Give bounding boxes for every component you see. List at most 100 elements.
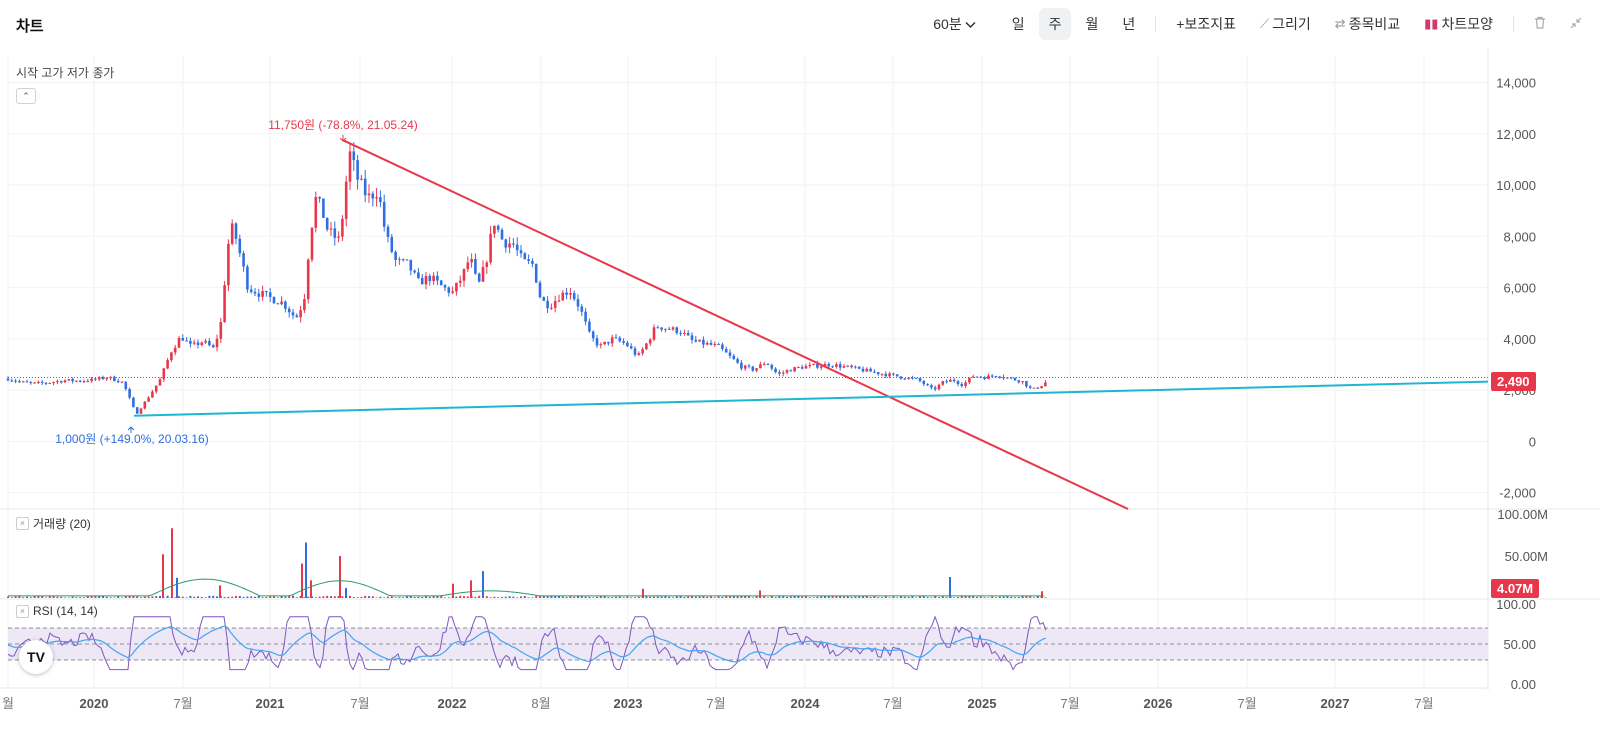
volume-bar [455, 596, 458, 598]
volume-bar [102, 595, 104, 598]
rsi-axis-label: 0.00 [1511, 677, 1536, 692]
time-axis-label: 2021 [256, 696, 285, 711]
candle-body [82, 381, 86, 383]
candle-body [709, 342, 713, 345]
volume-bar [983, 597, 986, 598]
compare-button[interactable]: ⇄ 종목비교 [1325, 8, 1410, 40]
volume-bar [178, 596, 180, 598]
volume-bar [136, 596, 139, 598]
close-icon[interactable]: × [16, 604, 29, 618]
volume-bar [873, 595, 876, 598]
candle-body [314, 197, 318, 228]
candle-body [546, 300, 549, 309]
candle-body [1013, 378, 1017, 381]
volume-bar [972, 596, 975, 598]
time-axis-label: 2020 [80, 696, 109, 711]
period-tab-week[interactable]: 주 [1038, 8, 1072, 40]
close-icon[interactable]: × [16, 517, 29, 530]
candle-body [941, 381, 945, 385]
candle-body [1028, 386, 1032, 388]
candle-body [447, 287, 451, 293]
volume-bar [421, 596, 424, 598]
volume-bar [767, 597, 769, 598]
candle-body [656, 327, 660, 329]
candle-body [306, 259, 310, 300]
volume-bar [672, 597, 674, 598]
candle-body [268, 292, 272, 298]
candle-body [504, 239, 508, 248]
candle-body [1002, 377, 1005, 379]
volume-bar [808, 597, 811, 598]
volume-bar [231, 596, 234, 598]
candle-body [158, 379, 162, 386]
period-tab-year[interactable]: 년 [1122, 16, 1136, 32]
candle-body [933, 387, 937, 390]
candle-body [899, 376, 903, 379]
candle-body [751, 366, 755, 371]
last-volume-badge: 4.07M [1491, 579, 1540, 598]
candle-body [732, 355, 736, 360]
candle-body [861, 368, 865, 372]
volume-bar [569, 596, 572, 598]
candle-body [614, 337, 618, 339]
ohlc-legend: 시작 고가 저가 종가 [16, 66, 115, 80]
candle-body [90, 378, 93, 382]
candle-body [717, 344, 720, 346]
volume-bar [159, 595, 161, 598]
volume-bar [546, 596, 549, 598]
time-axis-label: 2023 [614, 696, 643, 711]
volume-bar [390, 596, 393, 598]
volume-bar [128, 595, 131, 598]
volume-bar [919, 596, 921, 598]
period-tab-month[interactable]: 월 [1085, 16, 1099, 32]
volume-bar [664, 595, 667, 598]
volume-bar [865, 595, 868, 598]
candle-body [253, 291, 257, 294]
price-axis-label: 6,000 [1503, 281, 1536, 296]
volume-bar [573, 596, 576, 598]
draw-button[interactable]: ⟋ 그리기 [1250, 8, 1321, 40]
collapse-fullscreen-button[interactable] [1560, 11, 1592, 38]
time-axis-label: 7월 [1060, 696, 1079, 711]
candle-body [493, 225, 496, 234]
chart-style-button[interactable]: ▮▮ 차트모양 [1414, 8, 1503, 40]
candle-body [124, 381, 128, 390]
volume-bar [702, 596, 705, 598]
volume-bar [991, 596, 994, 598]
candle-body [527, 259, 530, 261]
interval-label: 60분 [933, 16, 962, 32]
volume-bar [858, 596, 861, 598]
volume-bar [934, 595, 937, 598]
candle-body [25, 381, 29, 383]
volume-bar [744, 595, 747, 598]
delete-button[interactable] [1524, 10, 1556, 38]
candle-body [272, 297, 276, 304]
volume-bar [558, 595, 560, 598]
candle-body [664, 328, 667, 330]
add-indicator-button[interactable]: +보조지표 [1176, 16, 1236, 32]
interval-select[interactable]: 60분 [923, 8, 985, 40]
volume-spike-bar [1041, 591, 1043, 598]
candle-body [629, 346, 633, 349]
volume-bar [33, 596, 36, 598]
legend-collapse-button[interactable]: ⌃ [16, 88, 36, 104]
volume-bar [261, 597, 264, 598]
volume-bar [668, 596, 671, 598]
candle-body [116, 381, 120, 383]
candle-body [683, 332, 686, 334]
volume-bar [90, 596, 93, 598]
candle-body [337, 236, 340, 238]
volume-bar [596, 596, 598, 598]
volume-bar [349, 595, 351, 598]
period-tab-day[interactable]: 일 [1011, 16, 1025, 32]
volume-bar [691, 595, 693, 598]
candle-body [949, 379, 952, 382]
volume-bar [618, 596, 621, 598]
candle-body [455, 282, 458, 292]
price-axis-label: 14,000 [1496, 76, 1536, 91]
volume-bar [512, 596, 515, 598]
candle-body [500, 229, 504, 240]
candle-body [1032, 387, 1036, 389]
volume-bar [406, 596, 408, 598]
